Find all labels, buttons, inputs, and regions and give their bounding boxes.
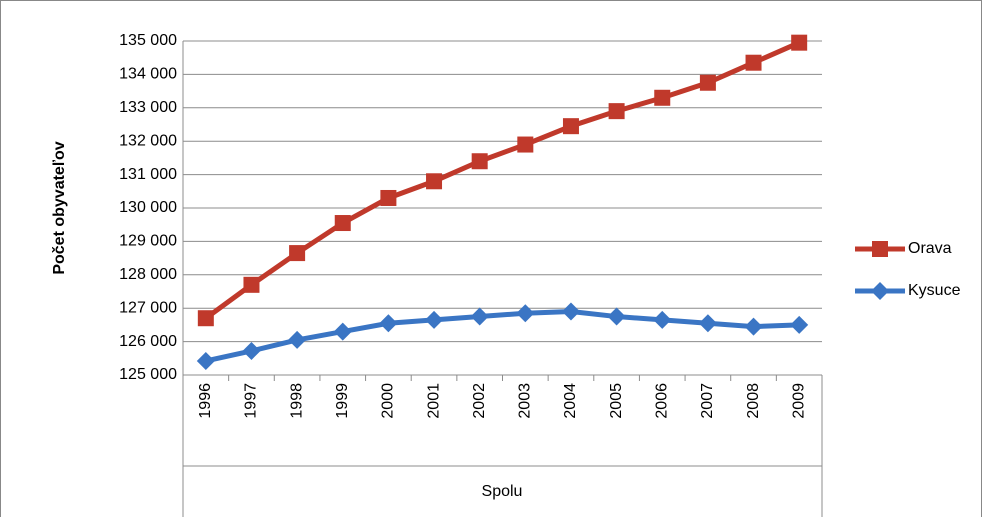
y-tick-label: 129 000 xyxy=(119,233,177,250)
data-point xyxy=(426,173,443,190)
y-tick-label: 127 000 xyxy=(119,299,177,316)
data-point xyxy=(471,153,488,170)
legend-marker xyxy=(872,241,888,257)
data-point xyxy=(289,245,306,262)
data-point xyxy=(699,74,716,91)
data-point xyxy=(790,315,809,334)
data-point xyxy=(744,317,763,336)
x-tick-label: 2004 xyxy=(562,383,579,419)
data-point xyxy=(745,54,762,71)
legend-marker xyxy=(871,282,889,300)
y-axis-label: Počet obyvateľov xyxy=(51,141,68,274)
legend-label: Orava xyxy=(908,240,952,257)
data-point xyxy=(380,189,397,206)
x-tick-label: 1996 xyxy=(197,383,214,419)
y-tick-label: 134 000 xyxy=(119,66,177,83)
y-tick-label: 125 000 xyxy=(119,366,177,383)
data-point xyxy=(243,276,260,293)
data-point xyxy=(562,118,579,135)
x-tick-label: 2000 xyxy=(380,383,397,419)
x-tick-label: 1999 xyxy=(334,383,351,419)
data-point xyxy=(516,304,535,323)
x-tick-label: 2002 xyxy=(471,383,488,419)
data-point xyxy=(607,307,626,326)
data-point xyxy=(654,89,671,106)
data-point xyxy=(425,310,444,329)
data-point xyxy=(698,314,717,333)
x-tick-label: 2007 xyxy=(699,383,716,419)
data-point xyxy=(197,310,214,327)
y-tick-label: 132 000 xyxy=(119,132,177,149)
x-tick-label: 2006 xyxy=(653,383,670,419)
x-tick-label: 2009 xyxy=(790,383,807,419)
data-point xyxy=(288,330,307,349)
x-axis-label: Spolu xyxy=(482,483,523,500)
y-tick-label: 126 000 xyxy=(119,333,177,350)
data-point xyxy=(653,310,672,329)
data-point xyxy=(334,215,351,232)
y-tick-label: 128 000 xyxy=(119,266,177,283)
data-point xyxy=(242,341,261,360)
x-tick-label: 2005 xyxy=(608,383,625,419)
y-tick-label: 133 000 xyxy=(119,99,177,116)
data-point xyxy=(517,136,534,153)
x-tick-label: 2003 xyxy=(517,383,534,419)
y-tick-label: 135 000 xyxy=(119,32,177,49)
data-point xyxy=(196,351,215,370)
data-point xyxy=(379,314,398,333)
data-point xyxy=(333,322,352,341)
data-point xyxy=(561,302,580,321)
x-tick-label: 1998 xyxy=(288,383,305,419)
x-tick-label: 1997 xyxy=(243,383,260,419)
x-tick-label: 2001 xyxy=(425,383,442,419)
legend-label: Kysuce xyxy=(908,282,961,299)
y-tick-label: 130 000 xyxy=(119,199,177,216)
data-point xyxy=(608,103,625,120)
y-tick-label: 131 000 xyxy=(119,166,177,183)
data-point xyxy=(791,34,808,51)
x-tick-label: 2008 xyxy=(745,383,762,419)
data-point xyxy=(470,307,489,326)
